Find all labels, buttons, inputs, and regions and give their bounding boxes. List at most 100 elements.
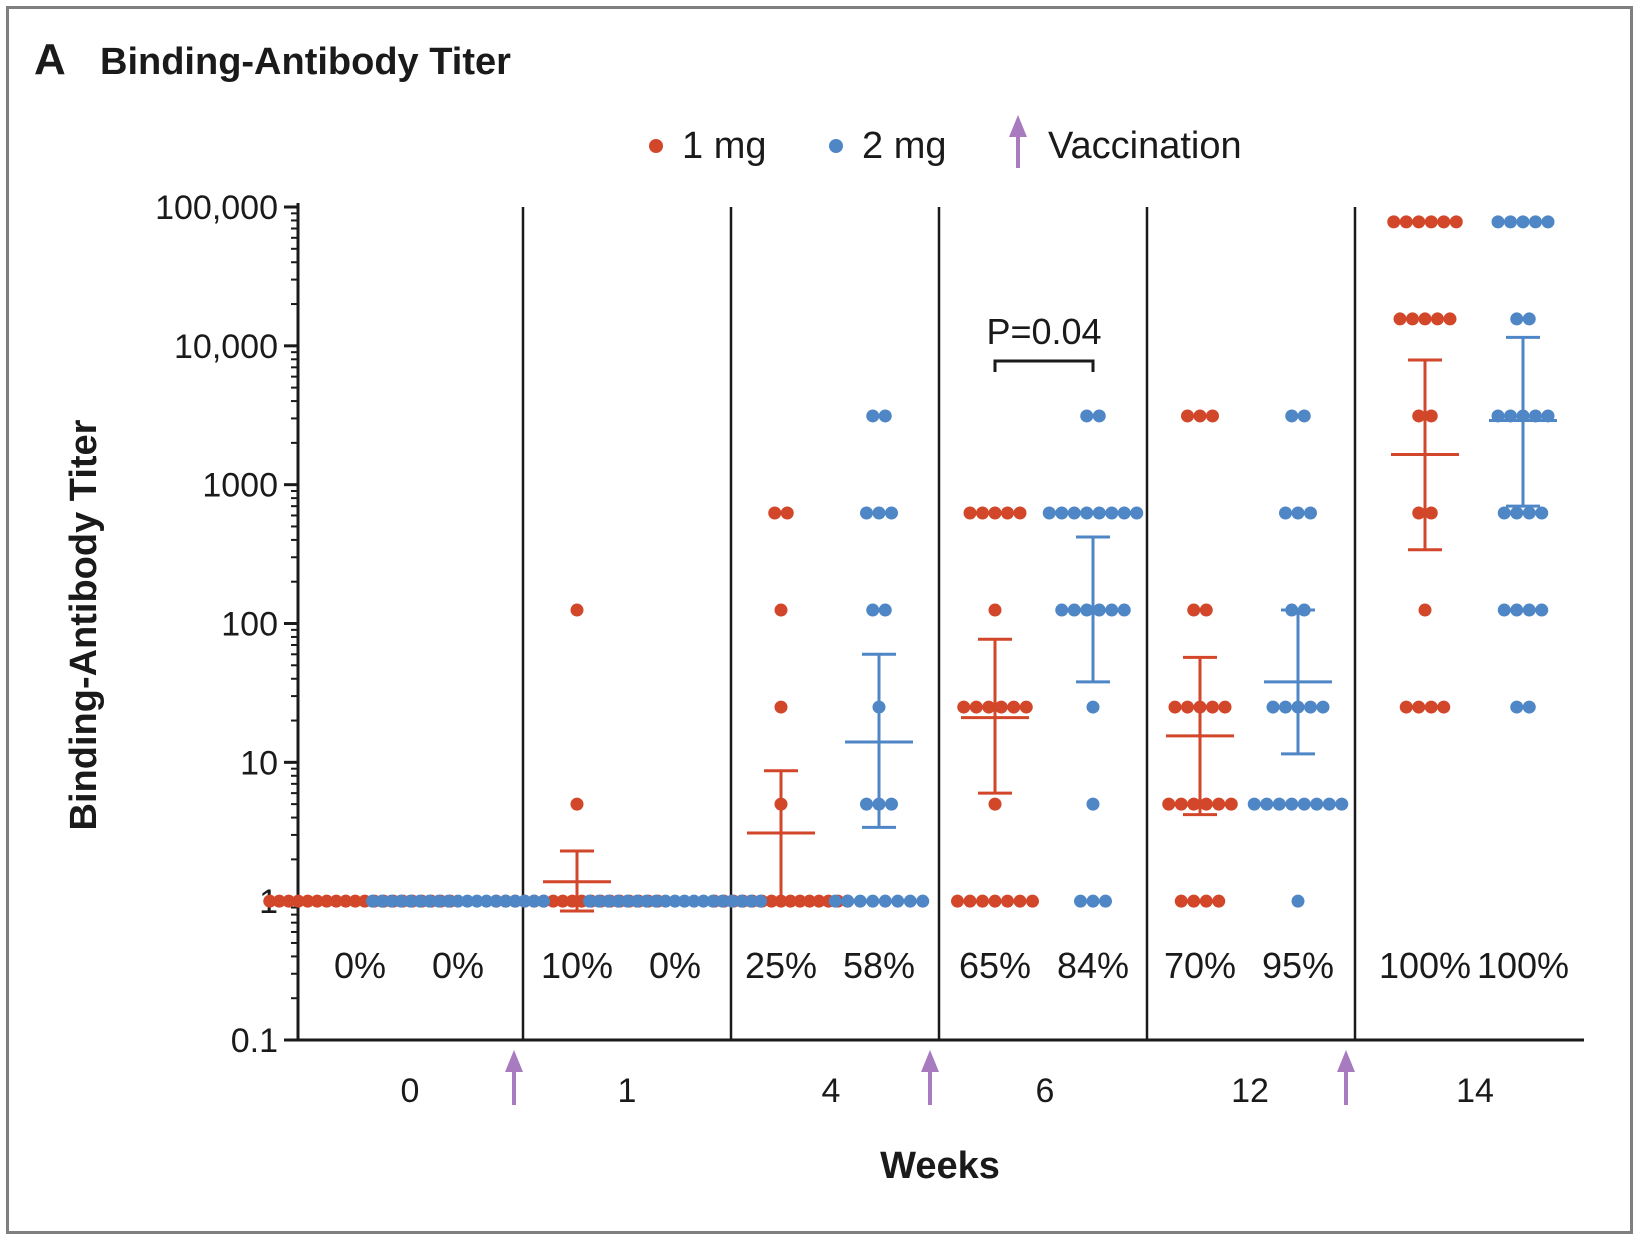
data-point [1080, 506, 1094, 520]
y-axis-title: Binding-Antibody Titer [63, 419, 105, 830]
data-point [988, 603, 1002, 617]
x-tick-label: 0 [401, 1072, 420, 1110]
data-point [774, 603, 788, 617]
data-point [916, 894, 930, 908]
data-point [774, 700, 788, 714]
data-point [1291, 894, 1305, 908]
data-point [716, 894, 729, 908]
data-point [668, 894, 682, 908]
data-point [994, 700, 1008, 714]
data-point [1535, 506, 1549, 520]
data-point [423, 894, 436, 908]
data-point [982, 700, 996, 714]
data-point [885, 797, 898, 811]
data-point [1322, 797, 1336, 811]
data-point [556, 894, 570, 908]
data-point [1504, 215, 1517, 229]
figure-frame [6, 6, 1633, 1234]
data-point [583, 894, 596, 908]
data-point [442, 894, 455, 908]
responder-percent-label: 0% [334, 945, 386, 986]
x-tick-label: 4 [822, 1072, 841, 1110]
data-point [1199, 797, 1213, 811]
data-point [1174, 797, 1188, 811]
data-point [366, 894, 379, 908]
data-point [339, 894, 353, 908]
y-tick-label: 100,000 [155, 189, 278, 227]
data-point [537, 894, 550, 908]
data-point [988, 506, 1002, 520]
data-point [1399, 700, 1413, 714]
data-point [291, 894, 305, 908]
data-point [630, 894, 644, 908]
data-point [1412, 700, 1426, 714]
data-point [866, 894, 880, 908]
up-arrow-icon [1337, 1050, 1355, 1105]
data-point [1067, 506, 1081, 520]
up-arrow-icon [1009, 115, 1027, 168]
p-value-label: P=0.04 [986, 311, 1101, 352]
data-point [1510, 700, 1524, 714]
data-point [1086, 700, 1100, 714]
responder-percent-label: 0% [649, 945, 701, 986]
data-point [687, 894, 701, 908]
data-point [489, 894, 503, 908]
legend-1mg-marker [649, 139, 663, 153]
data-point [1418, 603, 1432, 617]
data-point [1224, 797, 1238, 811]
data-point [976, 506, 989, 520]
data-point [860, 797, 873, 811]
data-point [394, 894, 408, 908]
data-point [570, 797, 584, 811]
data-point [885, 506, 898, 520]
data-point [1001, 894, 1014, 908]
x-tick-label: 14 [1456, 1072, 1494, 1110]
data-point [828, 894, 842, 908]
data-point [499, 894, 512, 908]
data-point [1297, 797, 1311, 811]
data-point [1212, 894, 1226, 908]
responder-percent-label: 100% [1379, 945, 1471, 986]
p-value-bracket [993, 359, 1095, 372]
data-point [470, 894, 484, 908]
data-point [1406, 312, 1419, 326]
y-tick-label: 1000 [202, 467, 278, 505]
data-point [891, 894, 905, 908]
up-arrow-icon [505, 1050, 523, 1105]
data-point [659, 894, 672, 908]
data-point [546, 894, 560, 908]
group-2mg-week-12: 95% [1247, 409, 1349, 986]
data-point [1199, 894, 1213, 908]
data-point [1510, 603, 1524, 617]
data-point [1291, 506, 1305, 520]
panel-title: Binding-Antibody Titer [100, 41, 511, 83]
data-point [1316, 700, 1330, 714]
data-point [1535, 603, 1549, 617]
data-point [1092, 506, 1106, 520]
data-point [508, 894, 522, 908]
data-point [903, 894, 917, 908]
data-point [1193, 409, 1207, 423]
data-point [853, 894, 867, 908]
data-point [320, 894, 334, 908]
group-2mg-week-14: 100% [1477, 215, 1569, 986]
data-point [413, 894, 427, 908]
data-point [518, 894, 531, 908]
data-point [1266, 700, 1280, 714]
y-tick-label: 0.1 [231, 1022, 278, 1060]
legend-2mg-marker [829, 139, 843, 153]
data-point [1168, 700, 1182, 714]
data-point [1162, 797, 1176, 811]
responder-percent-label: 100% [1477, 945, 1569, 986]
data-point [621, 894, 634, 908]
data-point [963, 506, 977, 520]
data-point [301, 894, 315, 908]
responder-percent-label: 58% [843, 945, 915, 986]
x-axis-title: Weeks [880, 1145, 1000, 1187]
data-point [866, 409, 880, 423]
data-point [1491, 215, 1505, 229]
data-point [1424, 409, 1438, 423]
data-point [1019, 700, 1033, 714]
data-point [1335, 797, 1349, 811]
